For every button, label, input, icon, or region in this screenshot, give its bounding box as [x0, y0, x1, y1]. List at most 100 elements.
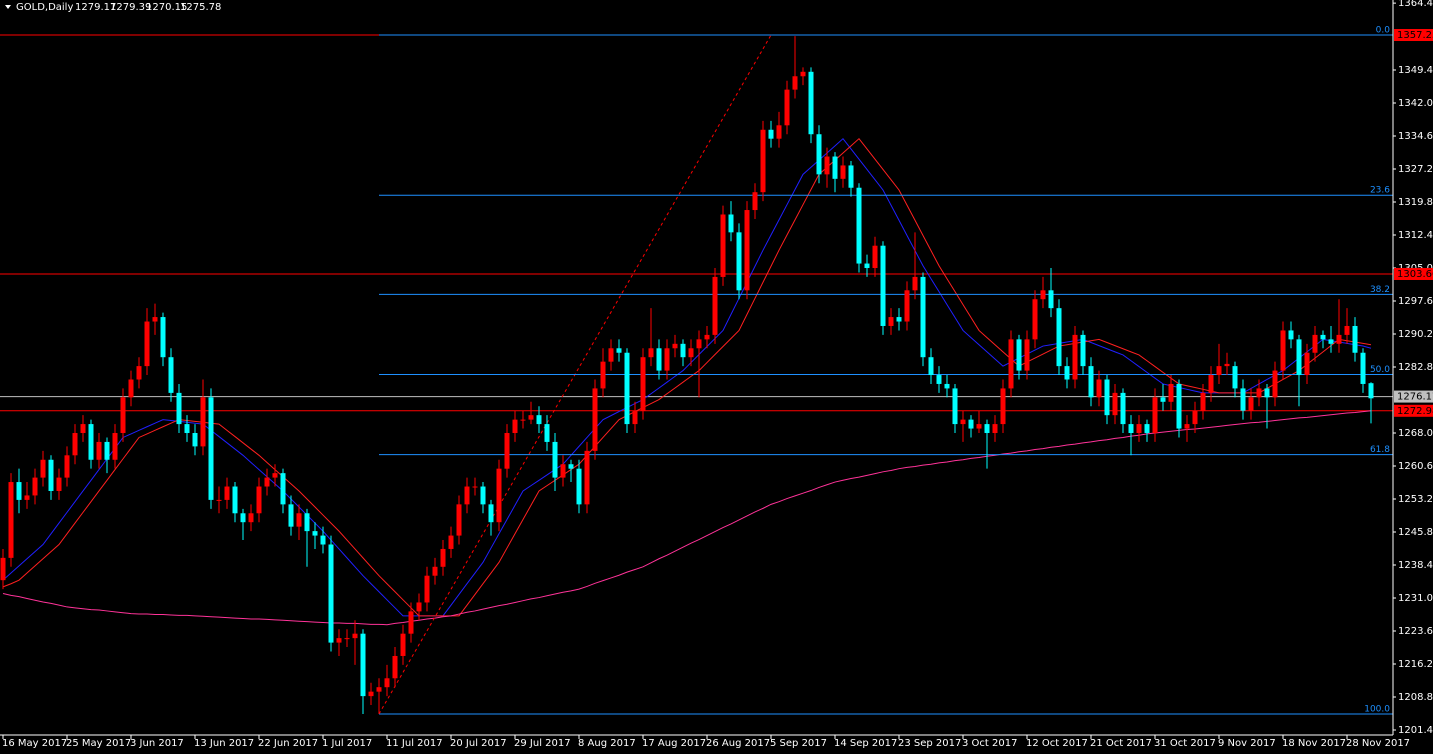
candle-body	[1192, 410, 1198, 425]
candle-body	[368, 691, 374, 697]
candle-body	[1200, 392, 1206, 411]
y-tick-label: 1349.40	[1398, 65, 1433, 76]
y-tick-label: 1268.00	[1398, 428, 1433, 439]
candle-body	[312, 531, 318, 536]
candle-body	[392, 655, 398, 679]
candle-body	[200, 397, 206, 447]
fib-label: 50.0	[1370, 365, 1390, 375]
candle-body	[592, 388, 598, 451]
candle-body	[800, 71, 806, 77]
menu-arrow[interactable]	[5, 5, 11, 9]
x-tick-label: 8 Aug 2017	[578, 738, 636, 749]
y-tick-label: 1253.20	[1398, 494, 1433, 505]
candle-body	[32, 477, 38, 496]
candle-body	[1128, 424, 1134, 434]
candle-body	[1256, 388, 1262, 398]
x-tick-label: 14 Sep 2017	[834, 738, 897, 749]
candle-body	[872, 245, 878, 269]
candle-body	[360, 633, 366, 697]
candle-body	[920, 276, 926, 358]
x-tick-label: 28 Nov 2017	[1346, 738, 1410, 749]
fib-label: 61.8	[1370, 445, 1390, 455]
candle-body	[344, 638, 350, 640]
y-tick-label: 1245.80	[1398, 527, 1433, 538]
candle-body	[784, 89, 790, 126]
candle-body	[120, 397, 126, 434]
candle-body	[912, 276, 918, 291]
candle-body	[408, 611, 414, 634]
candle-body	[280, 473, 286, 505]
candle-body	[224, 486, 230, 500]
candle-body	[104, 441, 110, 460]
candle-body	[1336, 334, 1342, 344]
candle-body	[1136, 424, 1142, 434]
candle-body	[624, 352, 630, 425]
x-tick-label: 20 Jul 2017	[450, 738, 507, 749]
candle-body	[328, 544, 334, 643]
y-tick-label: 1297.60	[1398, 296, 1433, 307]
candle-body	[1352, 325, 1358, 353]
candle-body	[80, 424, 86, 434]
candle-body	[672, 343, 678, 349]
y-tick-label: 1364.40	[1398, 0, 1433, 9]
candle-body	[968, 419, 974, 429]
fib-label: 38.2	[1370, 285, 1390, 295]
candle-body	[808, 71, 814, 135]
price-tag	[1394, 404, 1433, 417]
candle-body	[1000, 388, 1006, 425]
y-tick-label: 1342.00	[1398, 98, 1433, 109]
candle-body	[1112, 392, 1118, 416]
candle-body	[1144, 424, 1150, 434]
candle-body	[1328, 339, 1334, 344]
candle-body	[1120, 392, 1126, 425]
candle-body	[600, 361, 606, 389]
candle-body	[432, 566, 438, 576]
y-tick-label: 1282.80	[1398, 362, 1433, 373]
candle-body	[144, 321, 150, 367]
candle-body	[760, 129, 766, 193]
candle-body	[1024, 339, 1030, 371]
candle-body	[0, 557, 6, 581]
candle-body	[728, 214, 734, 233]
candle-body	[1096, 379, 1102, 398]
candle-body	[944, 383, 950, 389]
candle-body	[720, 214, 726, 277]
candle-body	[184, 424, 190, 434]
y-tick-label: 1334.60	[1398, 131, 1433, 142]
moving-average	[2, 137, 1372, 617]
candle-body	[304, 513, 310, 532]
price-tag	[1394, 29, 1433, 42]
fib-label: 100.0	[1364, 704, 1390, 714]
x-tick-label: 18 Nov 2017	[1282, 738, 1346, 749]
candle-body	[880, 245, 886, 326]
price-tag	[1394, 390, 1433, 403]
candle-body	[1240, 388, 1246, 411]
candle-body	[112, 433, 118, 460]
candle-body	[856, 187, 862, 264]
candle-body	[1168, 383, 1174, 402]
candle-body	[416, 602, 422, 612]
candle-body	[1016, 339, 1022, 371]
candle-body	[640, 357, 646, 411]
x-tick-label: 11 Jul 2017	[386, 738, 443, 749]
candle-body	[840, 165, 846, 179]
y-tick-label: 1312.40	[1398, 230, 1433, 241]
candle-body	[616, 348, 622, 353]
y-tick-label: 1327.20	[1398, 164, 1433, 175]
candle-body	[1072, 334, 1078, 380]
candle-body	[1296, 339, 1302, 376]
candle-body	[1288, 330, 1294, 340]
candle-body	[584, 450, 590, 505]
candle-body	[256, 486, 262, 514]
candle-body	[1056, 308, 1062, 367]
candle-body	[1048, 290, 1054, 309]
candle-body	[792, 76, 798, 90]
y-tick-label: 1290.20	[1398, 329, 1433, 340]
candle-body	[504, 433, 510, 469]
y-tick-label: 1260.60	[1398, 461, 1433, 472]
candle-body	[680, 343, 686, 358]
candle-body	[208, 397, 214, 500]
candle-body	[976, 424, 982, 429]
candle-body	[56, 477, 62, 491]
